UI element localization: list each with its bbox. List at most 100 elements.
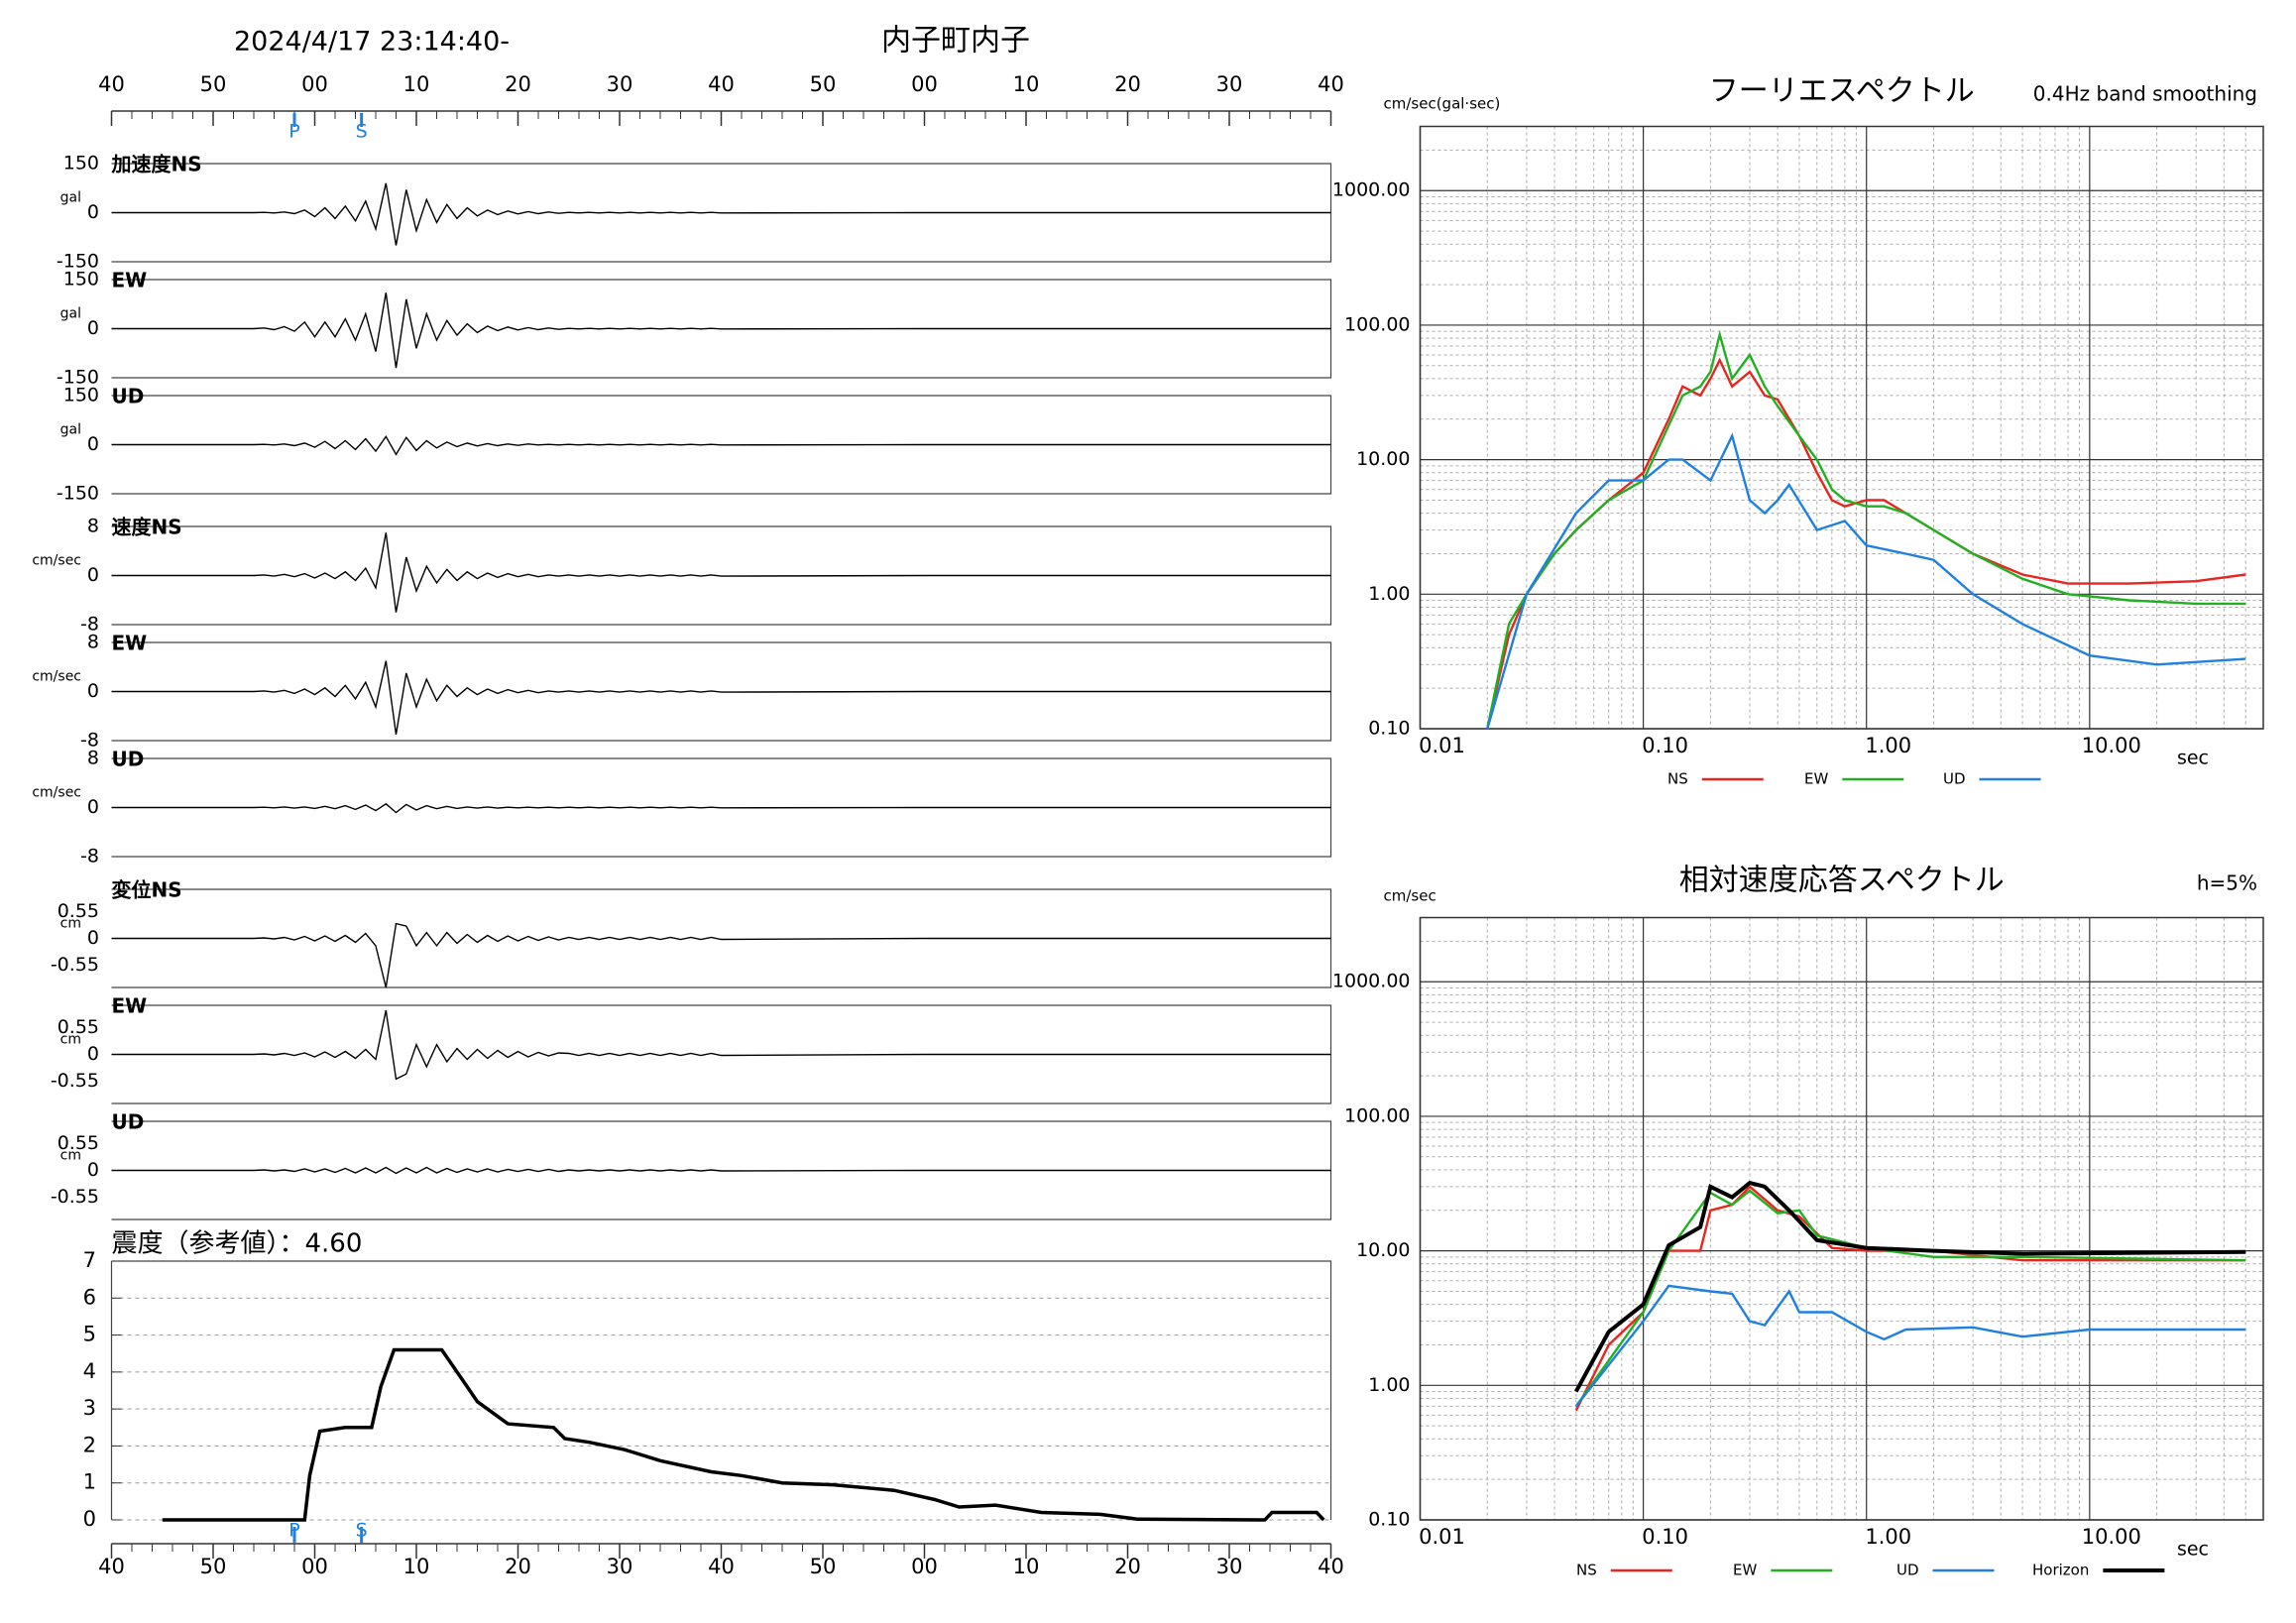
spectrum-line [1486, 329, 2246, 730]
y-tick-label: 0 [87, 680, 99, 702]
trace-unit: cm [60, 1148, 81, 1164]
waveform [111, 532, 1331, 613]
y-tick-label: 100.00 [1344, 313, 1410, 335]
y-tick-label: 0.55 [57, 900, 99, 922]
y-tick-label: 5 [83, 1323, 96, 1346]
x-tick-label: 20 [505, 1555, 531, 1578]
y-tick-label: -8 [80, 846, 99, 868]
trace-name: EW [112, 269, 148, 292]
y-tick-label: 10.00 [1356, 1239, 1410, 1261]
y-tick-label: -0.55 [51, 1186, 99, 1208]
trace-unit: cm [60, 916, 81, 932]
y-tick-label: 6 [83, 1285, 96, 1309]
x-tick-label: 40 [708, 1555, 735, 1578]
x-tick-label: 1.00 [1865, 1525, 1911, 1549]
y-tick-label: 0 [87, 927, 99, 949]
x-tick-label: 0.01 [1419, 1525, 1465, 1549]
y-axis-unit: cm/sec [1384, 887, 1436, 905]
waveform [111, 182, 1331, 246]
x-tick-label: 0.10 [1642, 734, 1688, 757]
y-tick-label: 0.55 [57, 1132, 99, 1154]
x-tick-label: 0.10 [1642, 1525, 1688, 1549]
y-tick-label: 0 [87, 317, 99, 339]
x-tick-label: 40 [1318, 1555, 1344, 1578]
legend-label: UD [1943, 770, 1966, 788]
waveform [111, 1009, 1331, 1081]
x-tick-label: 1.00 [1865, 734, 1911, 757]
y-tick-label: 1.00 [1368, 583, 1410, 605]
y-tick-label: 150 [63, 153, 99, 174]
waveform [111, 802, 1331, 814]
trace-name: UD [112, 1110, 145, 1134]
y-tick-label: 0.10 [1368, 718, 1410, 740]
chart-title: 震度（参考値）：4.60 [112, 1229, 363, 1259]
y-tick-label: 150 [63, 269, 99, 290]
y-tick-label: -150 [57, 251, 99, 273]
trace-unit: cm [60, 1032, 81, 1048]
chart-title: フーリエスペクトル [1709, 74, 1975, 109]
y-tick-label: 8 [87, 748, 99, 769]
chart-subtitle: 0.4Hz band smoothing [2033, 82, 2257, 106]
x-axis-unit: sec [2177, 748, 2209, 769]
x-tick-label: 50 [810, 1555, 837, 1578]
trace-name: EW [112, 994, 148, 1018]
x-tick-label: 20 [1114, 1555, 1141, 1578]
station: 内子町内子 [881, 24, 1030, 58]
trace-unit: cm/sec [32, 785, 81, 801]
x-tick-label: 40 [1318, 72, 1344, 96]
phase-label: P [288, 121, 299, 143]
x-tick-label: 20 [505, 72, 531, 96]
x-tick-label: 40 [98, 1555, 125, 1578]
trace-name: 速度NS [112, 516, 182, 539]
trace-unit: cm/sec [32, 553, 81, 569]
x-tick-label: 10 [1013, 72, 1040, 96]
x-tick-label: 30 [1216, 72, 1243, 96]
y-tick-label: 1 [83, 1470, 96, 1494]
spectrum-line [1486, 432, 2246, 730]
legend-label: EW [1733, 1562, 1757, 1579]
phase-label: P [288, 1520, 299, 1542]
y-tick-label: -0.55 [51, 1070, 99, 1092]
trace-unit: cm/sec [32, 669, 81, 685]
y-tick-label: 0 [87, 564, 99, 586]
waveform [111, 660, 1331, 735]
x-tick-label: 20 [1114, 72, 1141, 96]
chart-title: 相対速度応答スペクトル [1679, 864, 2005, 898]
x-tick-label: 30 [607, 1555, 633, 1578]
x-tick-label: 40 [98, 72, 125, 96]
trace-name: UD [112, 748, 145, 771]
phase-label: S [356, 121, 368, 143]
legend-label: EW [1804, 770, 1828, 788]
y-tick-label: 8 [87, 632, 99, 653]
x-tick-label: 10 [403, 72, 430, 96]
y-tick-label: 0 [83, 1507, 96, 1531]
legend-label: Horizon [2032, 1562, 2089, 1579]
x-tick-label: 0.01 [1419, 734, 1465, 757]
phase-label: S [356, 1520, 368, 1542]
y-tick-label: 10.00 [1356, 448, 1410, 470]
trace-name: 加速度NS [111, 153, 202, 176]
x-tick-label: 00 [301, 1555, 328, 1578]
x-tick-label: 30 [607, 72, 633, 96]
x-tick-label: 50 [200, 72, 227, 96]
datetime: 2024/4/17 23:14:40- [234, 27, 510, 58]
trace-unit: gal [60, 306, 81, 322]
y-tick-label: 100.00 [1344, 1104, 1410, 1126]
trace-unit: gal [60, 422, 81, 438]
x-tick-label: 00 [301, 72, 328, 96]
y-tick-label: 150 [63, 385, 99, 406]
y-tick-label: 3 [83, 1396, 96, 1420]
y-tick-label: -150 [57, 483, 99, 505]
x-tick-label: 50 [200, 1555, 227, 1578]
trace-name: EW [112, 632, 148, 655]
chart-subtitle: h=5% [2197, 871, 2257, 895]
y-tick-label: -8 [80, 730, 99, 752]
y-tick-label: 0 [87, 433, 99, 455]
y-tick-label: 8 [87, 516, 99, 537]
trace-name: UD [112, 385, 145, 408]
legend-label: NS [1576, 1562, 1597, 1579]
x-tick-label: 50 [810, 72, 837, 96]
y-tick-label: 0 [87, 1159, 99, 1181]
